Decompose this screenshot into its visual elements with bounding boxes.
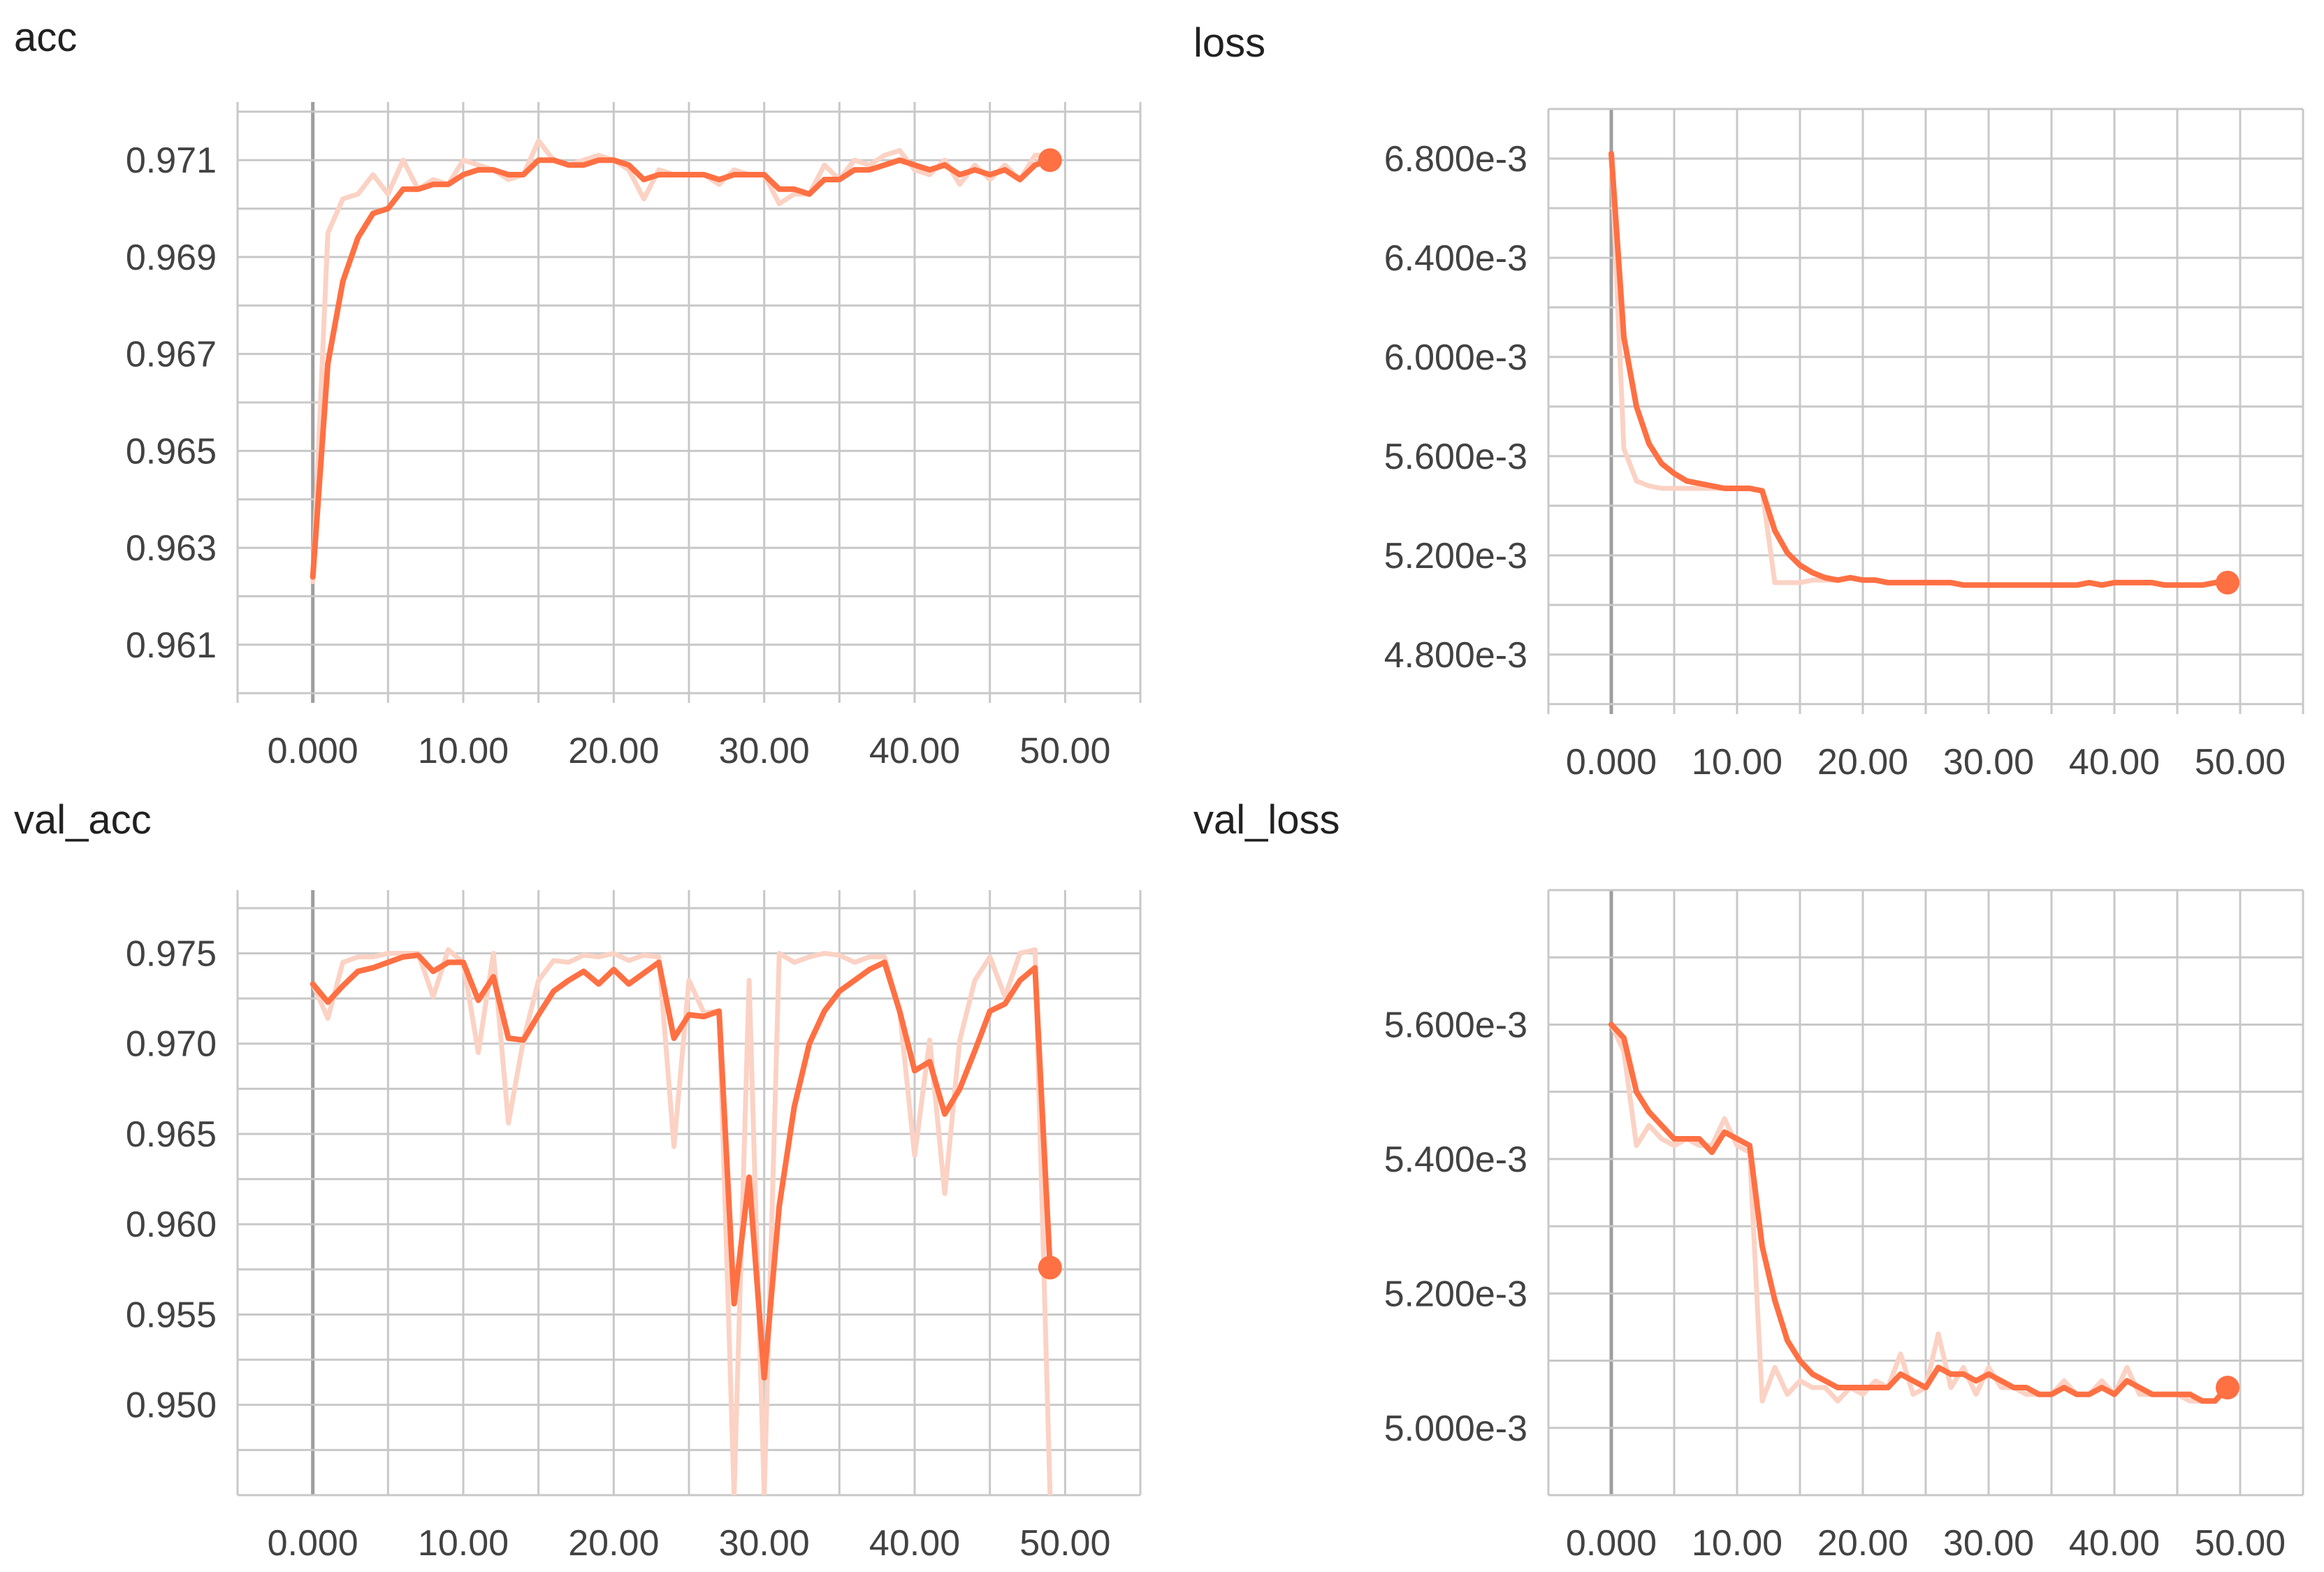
y-tick-label: 0.967 (126, 335, 217, 375)
y-tick-label: 5.600e-3 (1384, 437, 1527, 477)
val-acc-chart: 0.950 0.955 0.960 0.965 0.970 0.975 0.000 10.00… (126, 890, 1142, 1564)
y-tick-label: 0.961 (126, 625, 217, 666)
x-tick-label: 50.00 (2195, 1523, 2286, 1564)
y-tick-label: 6.400e-3 (1384, 238, 1527, 279)
y-tick-label: 0.960 (126, 1205, 217, 1245)
val-loss-chart: 5.000e-3 5.200e-3 5.400e-3 5.600e-3 0.000 10.… (1384, 889, 2304, 1564)
y-tick-label: 5.600e-3 (1384, 1005, 1527, 1045)
y-tick-label: 5.200e-3 (1384, 536, 1527, 576)
raw-series-line (1608, 151, 2230, 588)
last-point-marker (1038, 148, 1062, 173)
y-tick-label: 0.975 (126, 933, 217, 974)
last-point-marker (2216, 1376, 2239, 1400)
y-tick-label: 0.965 (126, 1114, 217, 1155)
x-tick-label: 30.00 (719, 731, 810, 771)
y-tick-label: 6.000e-3 (1384, 337, 1527, 378)
x-tick-label: 40.00 (869, 731, 960, 771)
x-tick-label: 50.00 (2195, 742, 2286, 783)
x-tick-label: 50.00 (1019, 1523, 1110, 1564)
x-tick-label: 40.00 (2069, 742, 2160, 783)
smoothed-series-line (310, 952, 1053, 1381)
y-tick-label: 0.969 (126, 238, 217, 278)
y-tick-label: 0.965 (126, 431, 217, 472)
y-tick-label: 5.200e-3 (1384, 1274, 1527, 1314)
x-tick-label: 0.000 (1566, 1523, 1657, 1564)
loss-chart: 4.800e-3 5.200e-3 5.600e-3 6.000e-3 6.400e-3… (1384, 108, 2304, 783)
last-point-marker (1038, 1256, 1062, 1280)
last-point-marker (2216, 570, 2239, 595)
y-tick-label: 5.400e-3 (1384, 1140, 1527, 1180)
x-tick-label: 40.00 (869, 1523, 960, 1564)
smoothed-series-line (1608, 150, 2230, 588)
chart-title: val_acc (14, 797, 152, 843)
smoothed-series-line (1608, 1021, 2230, 1404)
x-tick-label: 20.00 (1817, 1523, 1908, 1564)
y-tick-label: 0.963 (126, 528, 217, 569)
x-tick-label: 0.000 (268, 731, 358, 771)
y-tick-label: 6.800e-3 (1384, 139, 1527, 180)
x-tick-label: 0.000 (268, 1523, 358, 1564)
loss-panel: loss 4.800e-3 5.200e-3 5.600e-3 6.000e-3 6.4… (1193, 20, 2311, 783)
x-tick-label: 50.00 (1019, 731, 1110, 771)
smoothed-series-line (310, 157, 1053, 580)
x-tick-label: 10.00 (1692, 1523, 1782, 1564)
raw-series-line (310, 947, 1053, 1495)
raw-series-line (310, 138, 1053, 585)
x-tick-label: 30.00 (719, 1523, 810, 1564)
x-tick-label: 0.000 (1566, 742, 1657, 783)
x-tick-label: 20.00 (1817, 742, 1908, 783)
x-tick-label: 10.00 (418, 731, 509, 771)
y-tick-label: 0.955 (126, 1295, 217, 1335)
x-tick-label: 30.00 (1943, 1523, 2034, 1564)
val-acc-panel: val_acc 0.950 0.955 0.960 0.965 0.970 0.975 0.… (14, 796, 1142, 1565)
x-tick-label: 20.00 (568, 1523, 659, 1564)
acc-panel: acc 0.961 0.963 0.965 0.967 0.969 0.971 0.000 1… (14, 14, 1142, 771)
x-tick-label: 40.00 (2069, 1523, 2160, 1564)
chart-title: loss (1193, 20, 1266, 66)
x-tick-label: 10.00 (1692, 742, 1782, 783)
y-tick-label: 0.950 (126, 1385, 217, 1426)
y-tick-label: 4.800e-3 (1384, 635, 1527, 676)
x-tick-label: 30.00 (1943, 742, 2034, 783)
acc-chart: 0.961 0.963 0.965 0.967 0.969 0.971 0.000 10.00… (126, 102, 1142, 771)
chart-title: acc (14, 15, 78, 60)
x-tick-label: 20.00 (568, 731, 659, 771)
y-tick-label: 5.000e-3 (1384, 1409, 1527, 1449)
y-tick-label: 0.971 (126, 140, 217, 181)
chart-title: val_loss (1193, 797, 1340, 843)
val-loss-panel: val_loss 5.000e-3 5.200e-3 5.400e-3 5.600e-… (1193, 796, 2311, 1565)
x-tick-label: 10.00 (418, 1523, 509, 1564)
raw-series-line (1608, 1021, 2230, 1404)
y-tick-label: 0.970 (126, 1024, 217, 1065)
